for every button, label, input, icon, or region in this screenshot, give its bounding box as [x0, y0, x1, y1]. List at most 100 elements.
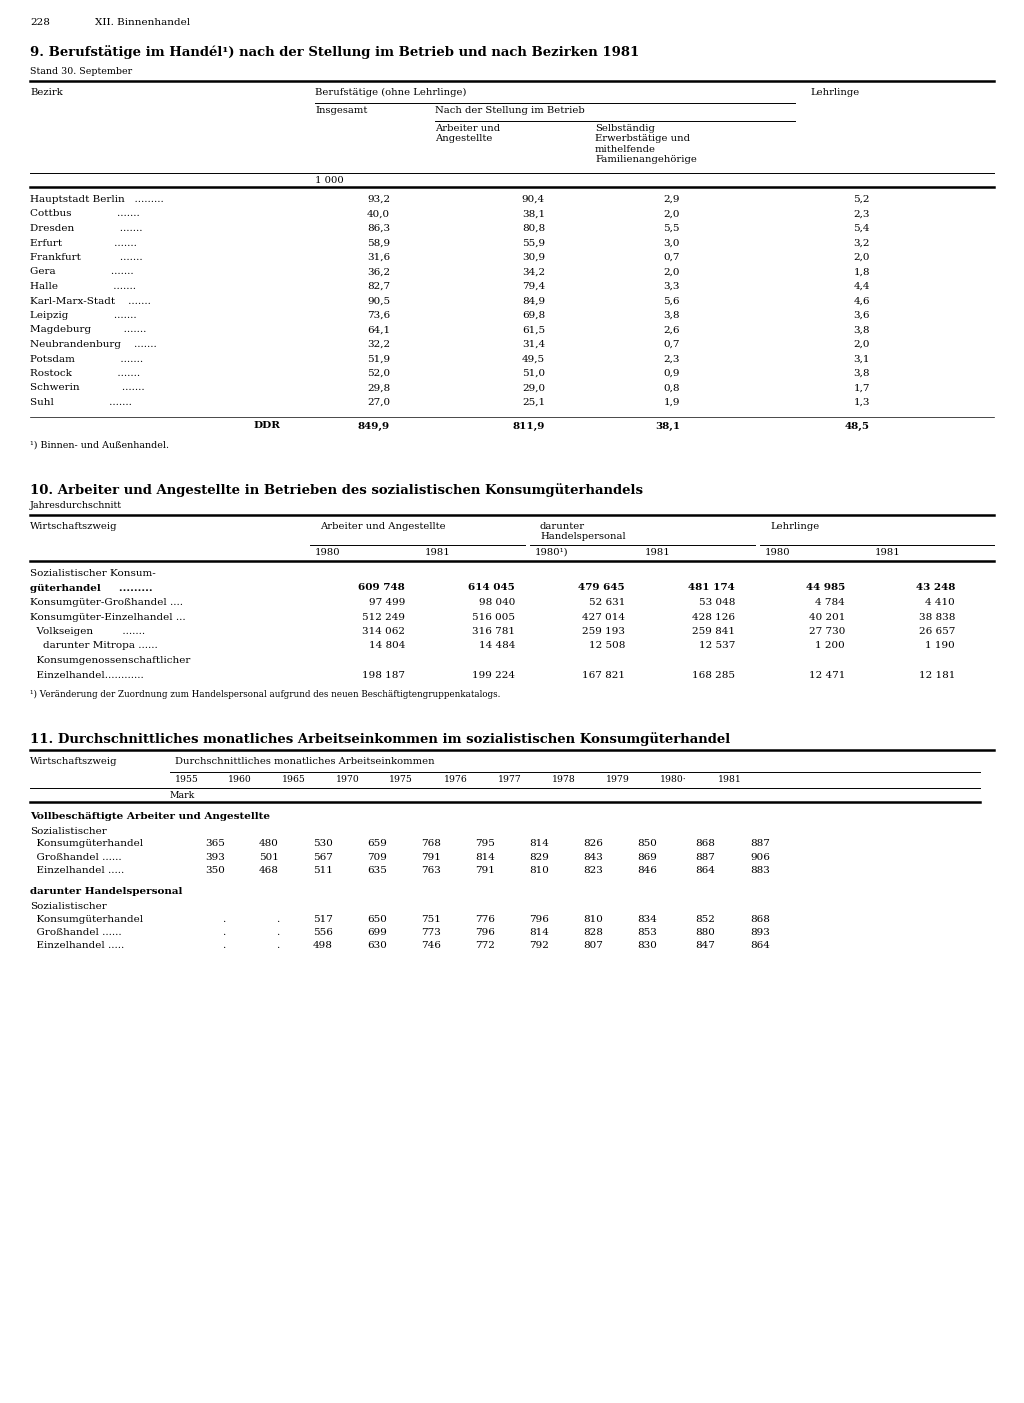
Text: 795: 795: [475, 839, 495, 847]
Text: 849,9: 849,9: [357, 421, 390, 431]
Text: 1981: 1981: [874, 549, 901, 557]
Text: 1,7: 1,7: [853, 383, 870, 393]
Text: 427 014: 427 014: [582, 613, 625, 622]
Text: Selbständig
Erwerbstätige und
mithelfende
Familienangehörige: Selbständig Erwerbstätige und mithelfend…: [595, 123, 697, 164]
Text: Großhandel ......: Großhandel ......: [30, 927, 122, 937]
Text: 90,5: 90,5: [367, 296, 390, 306]
Text: 3,8: 3,8: [853, 325, 870, 334]
Text: Hauptstadt Berlin   .........: Hauptstadt Berlin .........: [30, 195, 164, 203]
Text: 1981: 1981: [425, 549, 451, 557]
Text: 635: 635: [368, 866, 387, 875]
Text: 883: 883: [751, 866, 770, 875]
Text: 810: 810: [583, 915, 603, 923]
Text: 850: 850: [637, 839, 657, 847]
Text: darunter
Handelspersonal: darunter Handelspersonal: [540, 522, 626, 542]
Text: Frankfurt            .......: Frankfurt .......: [30, 253, 142, 262]
Text: 93,2: 93,2: [367, 195, 390, 203]
Text: 11. Durchschnittliches monatliches Arbeitseinkommen im sozialistischen Konsumgüt: 11. Durchschnittliches monatliches Arbei…: [30, 732, 730, 746]
Text: 12 508: 12 508: [589, 641, 625, 651]
Text: Konsumgüterhandel: Konsumgüterhandel: [30, 839, 143, 847]
Text: 10. Arbeiter und Angestellte in Betrieben des sozialistischen Konsumgüterhandels: 10. Arbeiter und Angestellte in Betriebe…: [30, 483, 643, 497]
Text: Konsumgüter-Einzelhandel ...: Konsumgüter-Einzelhandel ...: [30, 613, 185, 622]
Text: 796: 796: [529, 915, 549, 923]
Text: 3,1: 3,1: [853, 355, 870, 363]
Text: 864: 864: [751, 941, 770, 950]
Text: 768: 768: [421, 839, 441, 847]
Text: Berufstätige (ohne Lehrlinge): Berufstätige (ohne Lehrlinge): [315, 88, 467, 97]
Text: 614 045: 614 045: [468, 584, 515, 592]
Text: 0,7: 0,7: [664, 340, 680, 349]
Text: 1977: 1977: [498, 774, 522, 784]
Text: 38,1: 38,1: [655, 421, 680, 431]
Text: 468: 468: [259, 866, 279, 875]
Text: 814: 814: [529, 927, 549, 937]
Text: Durchschnittliches monatliches Arbeitseinkommen: Durchschnittliches monatliches Arbeitsei…: [175, 758, 434, 766]
Text: .: .: [222, 941, 225, 950]
Text: Jahresdurchschnitt: Jahresdurchschnitt: [30, 501, 122, 511]
Text: 880: 880: [695, 927, 715, 937]
Text: 1 190: 1 190: [926, 641, 955, 651]
Text: güterhandel     .........: güterhandel .........: [30, 584, 153, 592]
Text: 1979: 1979: [606, 774, 630, 784]
Text: 80,8: 80,8: [522, 224, 545, 233]
Text: 38,1: 38,1: [522, 209, 545, 219]
Text: 807: 807: [583, 941, 603, 950]
Text: Halle                 .......: Halle .......: [30, 282, 136, 290]
Text: 828: 828: [583, 927, 603, 937]
Text: 864: 864: [695, 866, 715, 875]
Text: 14 804: 14 804: [369, 641, 406, 651]
Text: 48,5: 48,5: [845, 421, 870, 431]
Text: 791: 791: [421, 853, 441, 861]
Text: 9. Berufstätige im Handél¹) nach der Stellung im Betrieb und nach Bezirken 1981: 9. Berufstätige im Handél¹) nach der Ste…: [30, 45, 639, 59]
Text: 1980: 1980: [765, 549, 791, 557]
Text: 1 000: 1 000: [315, 175, 344, 185]
Text: Sozialistischer Konsum-: Sozialistischer Konsum-: [30, 570, 156, 578]
Text: Wirtschaftszweig: Wirtschaftszweig: [30, 758, 118, 766]
Text: Sozialistischer: Sozialistischer: [30, 826, 106, 836]
Text: .: .: [222, 927, 225, 937]
Text: 751: 751: [421, 915, 441, 923]
Text: 12 471: 12 471: [809, 671, 845, 679]
Text: 2,0: 2,0: [664, 268, 680, 276]
Text: Neubrandenburg    .......: Neubrandenburg .......: [30, 340, 157, 349]
Text: 4,4: 4,4: [853, 282, 870, 290]
Text: 40 201: 40 201: [809, 613, 845, 622]
Text: 814: 814: [475, 853, 495, 861]
Text: .: .: [275, 915, 279, 923]
Text: 1 200: 1 200: [815, 641, 845, 651]
Text: 58,9: 58,9: [367, 239, 390, 247]
Text: 868: 868: [695, 839, 715, 847]
Text: 2,6: 2,6: [664, 325, 680, 334]
Text: 1955: 1955: [175, 774, 199, 784]
Text: 2,0: 2,0: [853, 340, 870, 349]
Text: 4,6: 4,6: [853, 296, 870, 306]
Text: 86,3: 86,3: [367, 224, 390, 233]
Text: darunter Handelspersonal: darunter Handelspersonal: [30, 888, 182, 897]
Text: 82,7: 82,7: [367, 282, 390, 290]
Text: 69,8: 69,8: [522, 311, 545, 320]
Text: 5,6: 5,6: [664, 296, 680, 306]
Text: Cottbus              .......: Cottbus .......: [30, 209, 139, 219]
Text: 43 248: 43 248: [915, 584, 955, 592]
Text: 776: 776: [475, 915, 495, 923]
Text: 4 784: 4 784: [815, 598, 845, 607]
Text: .: .: [275, 927, 279, 937]
Text: 79,4: 79,4: [522, 282, 545, 290]
Text: 4 410: 4 410: [926, 598, 955, 607]
Text: 51,9: 51,9: [367, 355, 390, 363]
Text: Karl-Marx-Stadt    .......: Karl-Marx-Stadt .......: [30, 296, 151, 306]
Text: 167 821: 167 821: [582, 671, 625, 679]
Text: 511: 511: [313, 866, 333, 875]
Text: 38 838: 38 838: [919, 613, 955, 622]
Text: Einzelhandel .....: Einzelhandel .....: [30, 866, 124, 875]
Text: 1980·: 1980·: [660, 774, 687, 784]
Text: darunter Mitropa ......: darunter Mitropa ......: [30, 641, 158, 651]
Text: 1980¹): 1980¹): [535, 549, 568, 557]
Text: 365: 365: [205, 839, 225, 847]
Text: 650: 650: [368, 915, 387, 923]
Text: Volkseigen         .......: Volkseigen .......: [30, 627, 145, 636]
Text: 796: 796: [475, 927, 495, 937]
Text: 556: 556: [313, 927, 333, 937]
Text: 498: 498: [313, 941, 333, 950]
Text: 791: 791: [475, 866, 495, 875]
